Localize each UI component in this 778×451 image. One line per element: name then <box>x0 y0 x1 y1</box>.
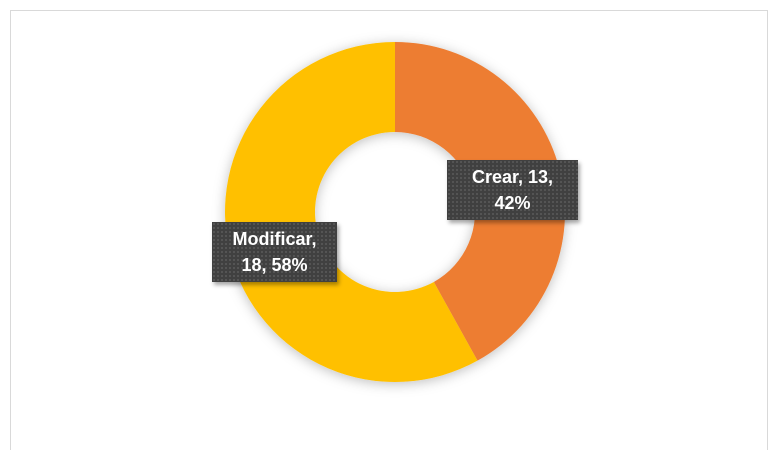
data-label: Modificar, 18, 58% <box>212 222 337 282</box>
chart-frame <box>10 10 768 450</box>
data-label: Crear, 13, 42% <box>447 160 578 220</box>
donut-slice <box>224 42 478 382</box>
